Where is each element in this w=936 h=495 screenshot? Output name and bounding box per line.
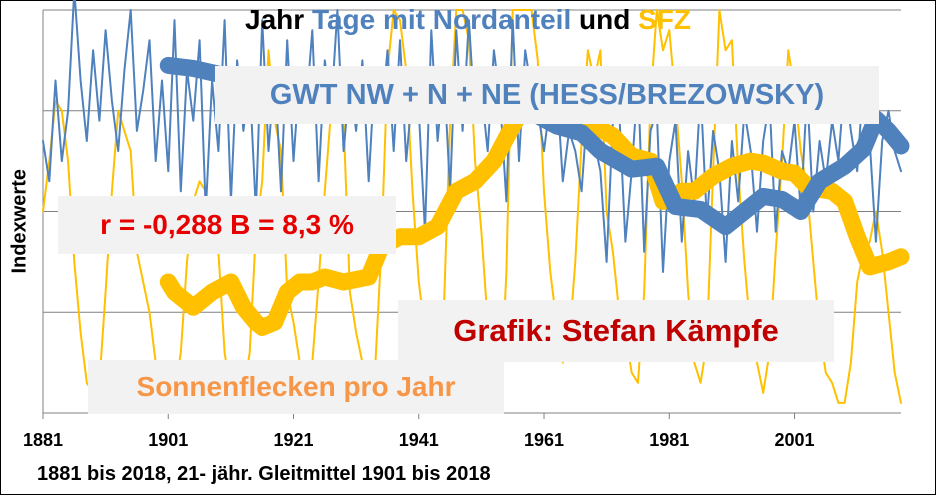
legend-gwt-label: GWT NW + N + NE (HESS/BREZOWSKY) [269, 79, 825, 111]
x-axis-footer: 1881 bis 2018, 21- jähr. Gleitmittel 190… [37, 463, 491, 485]
x-tick-label: 1961 [523, 430, 565, 450]
x-tick-label: 1901 [148, 430, 189, 450]
correlation-label: r = -0,288 B = 8,3 % [100, 209, 354, 240]
chart-title: Jahr Tage mit Nordanteil und SFZ [0, 4, 936, 36]
credit-label: Grafik: Stefan Kämpfe [453, 313, 779, 348]
title-part-jahr: Jahr [245, 4, 305, 35]
legend-gwt-box: GWT NW + N + NE (HESS/BREZOWSKY) [215, 66, 879, 124]
y-axis-label: Indexwerte [8, 169, 31, 274]
x-tick-label: 2001 [774, 430, 815, 450]
legend-sunspots-box: Sonnenflecken pro Jahr [88, 360, 504, 414]
title-part-sfz: SFZ [638, 4, 691, 35]
x-tick-label: 1881 [22, 430, 64, 450]
x-tick-label: 1921 [273, 430, 314, 450]
credit-box: Grafik: Stefan Kämpfe [398, 300, 834, 362]
x-tick-label: 1981 [649, 430, 690, 450]
title-part-und: und [579, 4, 631, 35]
correlation-box: r = -0,288 B = 8,3 % [58, 196, 396, 254]
title-part-tage: Tage mit Nordanteil [311, 4, 572, 35]
x-tick-label: 1941 [398, 430, 439, 450]
legend-sunspots-label: Sonnenflecken pro Jahr [136, 371, 456, 402]
